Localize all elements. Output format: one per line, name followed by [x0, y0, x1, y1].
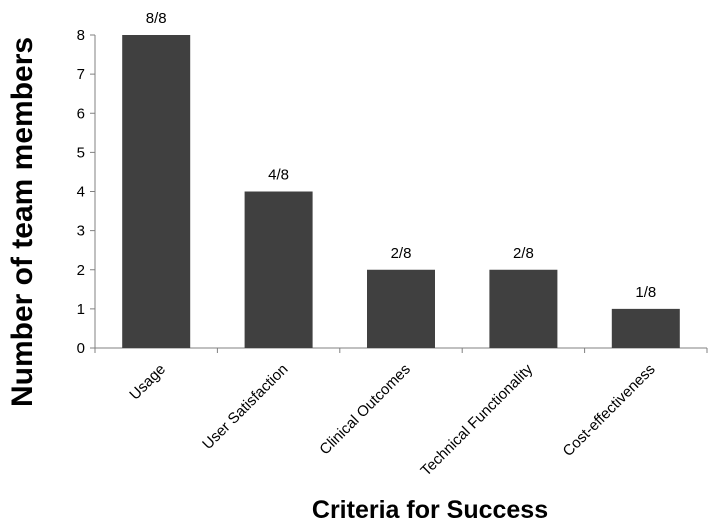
x-category-label: Clinical Outcomes: [316, 361, 413, 458]
y-tick-label: 2: [77, 262, 85, 279]
bars: [122, 35, 680, 348]
bar-clinical-outcomes: [367, 269, 435, 348]
y-tick-label: 5: [77, 144, 85, 161]
bar-technical-functionality: [489, 269, 558, 348]
bar-data-label: 1/8: [635, 284, 656, 301]
y-axis-title: Number of team members: [6, 37, 39, 407]
y-tick-label: 6: [77, 105, 85, 122]
bar-cost-effectiveness: [611, 308, 680, 348]
y-tick-label: 8: [77, 27, 85, 44]
bar-data-label: 2/8: [513, 245, 534, 262]
bar-data-label: 4/8: [268, 167, 289, 184]
y-tick-label: 4: [77, 184, 85, 201]
y-tick-label: 7: [77, 66, 85, 83]
y-tick-label: 1: [77, 301, 85, 318]
axes: [90, 34, 708, 353]
x-category-label: Usage: [126, 361, 169, 404]
bar-data-label: 2/8: [391, 245, 412, 262]
y-tick-label: 3: [77, 223, 85, 240]
y-tick-label: 0: [77, 340, 85, 357]
x-category-label: Technical Functionality: [417, 360, 536, 479]
bar-data-label: 8/8: [146, 10, 167, 27]
x-category-label: Cost-effectiveness: [560, 361, 659, 460]
x-axis-title: Criteria for Success: [312, 496, 548, 524]
bar-user-satisfaction: [244, 191, 313, 348]
x-category-label: User Satisfaction: [199, 361, 291, 453]
bar-usage: [122, 35, 191, 348]
